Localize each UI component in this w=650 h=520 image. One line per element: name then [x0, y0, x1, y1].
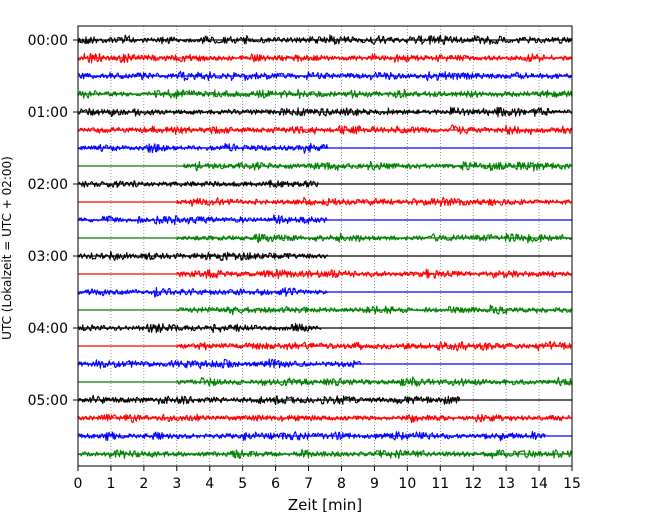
x-tick-label-14: 14 — [530, 476, 548, 492]
trace-signal — [176, 268, 572, 279]
trace-signal — [77, 70, 573, 82]
plot-frame — [77, 25, 573, 467]
x-tick-label-15: 15 — [563, 476, 581, 492]
trace-0300 — [77, 250, 572, 262]
trace-0445 — [78, 376, 572, 387]
trace-signal — [182, 160, 572, 172]
y-tick-label-0200: 02:00 — [28, 177, 68, 193]
trace-0430 — [77, 358, 572, 370]
y-tick-label-0000: 00:00 — [28, 33, 68, 49]
trace-0530 — [77, 430, 572, 442]
traces — [77, 34, 573, 460]
trace-0545 — [77, 448, 573, 460]
trace-signal — [176, 341, 572, 352]
trace-0500 — [77, 394, 572, 406]
trace-0100 — [77, 106, 573, 118]
x-tick-label-7: 7 — [304, 476, 313, 492]
trace-signal — [77, 430, 546, 442]
x-tick-label-9: 9 — [370, 476, 379, 492]
trace-signal — [77, 250, 328, 262]
trace-signal — [77, 322, 322, 334]
trace-0115 — [77, 124, 573, 136]
trace-signal — [77, 34, 573, 46]
x-tick-label-4: 4 — [205, 476, 214, 492]
y-tick-label-0300: 03:00 — [28, 249, 68, 265]
trace-0015 — [77, 52, 573, 64]
trace-signal — [77, 394, 461, 406]
x-tick-label-11: 11 — [431, 476, 449, 492]
trace-0415 — [78, 341, 572, 352]
trace-0515 — [77, 413, 572, 424]
trace-signal — [77, 286, 328, 298]
trace-0000 — [77, 34, 573, 46]
y-axis-label: UTC (Lokalzeit = UTC + 02:00) — [0, 156, 14, 340]
trace-0215 — [78, 196, 572, 207]
trace-signal — [77, 124, 573, 136]
x-tick-label-0: 0 — [74, 476, 83, 492]
x-tick-label-8: 8 — [337, 476, 346, 492]
trace-signal — [176, 304, 572, 316]
x-tick-label-2: 2 — [139, 476, 148, 492]
trace-signal — [77, 214, 328, 226]
trace-0200 — [77, 179, 572, 189]
trace-signal — [77, 179, 319, 189]
x-tick-label-13: 13 — [497, 476, 515, 492]
trace-0045 — [77, 88, 573, 100]
trace-signal — [77, 358, 362, 370]
trace-0345 — [78, 304, 572, 316]
y-tick-label-0100: 01:00 — [28, 105, 68, 121]
y-tick-label-0400: 04:00 — [28, 321, 68, 337]
x-tick-label-1: 1 — [106, 476, 115, 492]
trace-signal — [77, 142, 329, 154]
trace-0245 — [78, 232, 572, 244]
trace-signal — [77, 106, 573, 118]
trace-0315 — [78, 268, 572, 279]
x-tick-label-3: 3 — [172, 476, 181, 492]
x-tick-label-6: 6 — [271, 476, 280, 492]
trace-0145 — [78, 160, 572, 172]
x-tick-label-5: 5 — [238, 476, 247, 492]
trace-signal — [176, 196, 572, 207]
trace-signal — [77, 88, 573, 100]
trace-signal — [176, 376, 572, 387]
x-tick-label-10: 10 — [398, 476, 416, 492]
y-tick-label-0500: 05:00 — [28, 393, 68, 409]
trace-signal — [77, 52, 573, 64]
y-axis-ticks: 00:00 01:00 02:00 03:00 04:00 05:00 — [28, 33, 78, 409]
x-axis-ticks: 0 1 2 3 4 5 6 7 8 9 10 11 12 13 14 15 — [74, 466, 581, 492]
trace-signal — [176, 232, 572, 244]
trace-0400 — [77, 322, 572, 334]
trace-signal — [77, 448, 573, 460]
x-tick-label-12: 12 — [464, 476, 482, 492]
trace-0130 — [77, 142, 572, 154]
trace-0230 — [77, 214, 572, 226]
trace-0330 — [77, 286, 572, 298]
trace-signal — [77, 413, 572, 424]
grid-lines — [110, 26, 540, 466]
trace-0030 — [77, 70, 573, 82]
x-axis-label: Zeit [min] — [288, 496, 362, 514]
